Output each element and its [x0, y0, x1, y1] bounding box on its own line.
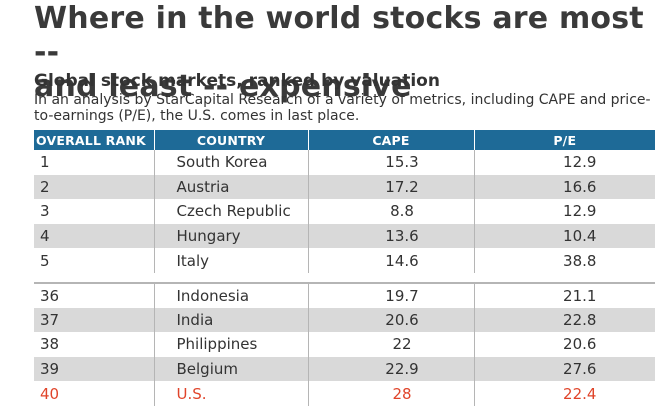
- headline: Where in the world stocks are most -- an…: [34, 2, 654, 104]
- pe-cell: 21.1: [563, 286, 597, 305]
- cape-cell: 22: [308, 332, 475, 357]
- country-cell: Czech Republic: [154, 199, 309, 224]
- pe-cell: 12.9: [563, 202, 597, 221]
- table-row: 38 Philippines 22 20.6: [34, 332, 655, 357]
- table-row: 37 India 20.6 22.8: [34, 307, 655, 333]
- section-break-cell: [308, 272, 474, 284]
- section-break-cell: [34, 272, 154, 284]
- section-break-cell: [154, 272, 308, 284]
- table-row: 39 Belgium 22.9 27.6: [34, 356, 655, 382]
- pe-cell: 10.4: [474, 223, 655, 249]
- table-row: 1 South Korea 15.3 12.9: [34, 150, 655, 175]
- table-row: 36 Indonesia 19.7 21.1: [34, 282, 655, 308]
- headline-line-2: and least -- expensive: [34, 69, 412, 104]
- country-cell: Belgium: [154, 356, 309, 382]
- pe-cell: 20.6: [563, 335, 597, 354]
- pe-cell: 27.6: [474, 356, 655, 382]
- pe-cell: 22.4: [563, 384, 597, 403]
- cape-cell: 13.6: [308, 223, 475, 249]
- rank-cell: 3: [34, 199, 155, 224]
- country-cell: South Korea: [154, 150, 309, 175]
- country-cell: Indonesia: [154, 282, 309, 308]
- cape-cell: 22.9: [308, 356, 475, 382]
- pe-cell: 38.8: [563, 251, 597, 270]
- column-header-rank: OVERALL RANK: [34, 130, 155, 150]
- table-row: 5 Italy 14.6 38.8: [34, 248, 655, 273]
- pe-cell: 12.9: [563, 153, 597, 172]
- pe-cell: 16.6: [474, 174, 655, 200]
- cape-cell: 19.7: [308, 282, 475, 308]
- rank-cell: 4: [34, 223, 155, 249]
- cape-cell: 15.3: [308, 150, 475, 175]
- rank-cell: 38: [34, 332, 155, 357]
- table-row: 40 U.S. 28 22.4: [34, 381, 655, 406]
- table-section-break: [34, 272, 655, 284]
- country-cell: Hungary: [154, 223, 309, 249]
- cape-cell: 20.6: [308, 307, 475, 333]
- country-cell: Italy: [154, 248, 309, 273]
- rank-cell: 1: [34, 150, 155, 175]
- cape-cell: 14.6: [308, 248, 475, 273]
- column-header-pe: P/E: [474, 130, 655, 150]
- chart-description: In an analysis by StarCapital Research o…: [34, 92, 651, 124]
- table-row: 2 Austria 17.2 16.6: [34, 174, 655, 200]
- table-header-row: OVERALL RANK COUNTRY CAPE P/E: [34, 130, 655, 150]
- cape-cell: 8.8: [308, 199, 475, 224]
- valuation-table: OVERALL RANK COUNTRY CAPE P/E 1 South Kor…: [34, 130, 655, 406]
- country-cell: U.S.: [154, 381, 309, 406]
- headline-line-1: Where in the world stocks are most --: [34, 1, 644, 70]
- cape-cell: 17.2: [308, 174, 475, 200]
- country-cell: Philippines: [154, 332, 309, 357]
- section-break-cell: [474, 272, 655, 284]
- country-cell: Austria: [154, 174, 309, 200]
- rank-cell: 39: [34, 356, 155, 382]
- rank-cell: 5: [34, 248, 155, 273]
- column-header-cape: CAPE: [308, 130, 475, 150]
- table-row: 3 Czech Republic 8.8 12.9: [34, 199, 655, 224]
- table-row: 4 Hungary 13.6 10.4: [34, 223, 655, 249]
- rank-cell: 37: [34, 307, 155, 333]
- column-header-country: COUNTRY: [154, 130, 309, 150]
- cape-cell: 28: [308, 381, 475, 406]
- rank-cell: 36: [34, 282, 155, 308]
- country-cell: India: [154, 307, 309, 333]
- chart-subtitle: Global stock markets, ranked by valuatio…: [34, 71, 440, 91]
- rank-cell: 2: [34, 174, 155, 200]
- rank-cell: 40: [34, 381, 155, 406]
- pe-cell: 22.8: [474, 307, 655, 333]
